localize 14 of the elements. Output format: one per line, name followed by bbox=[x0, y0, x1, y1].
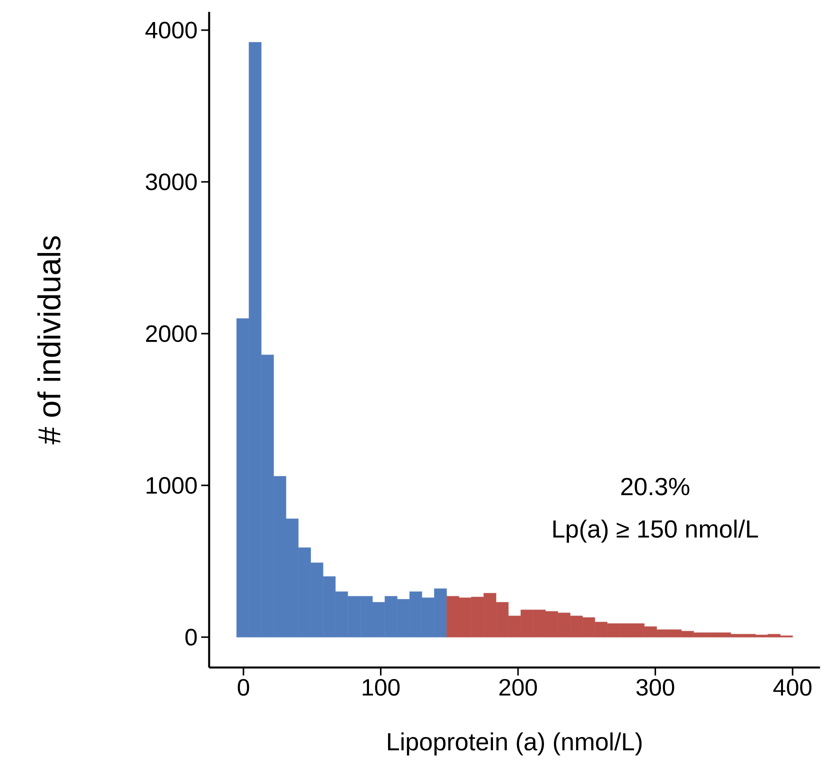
x-tick-label: 0 bbox=[238, 679, 250, 696]
annotation: 20.3% bbox=[621, 478, 690, 496]
x-tick-label: 400 bbox=[773, 679, 812, 696]
y-tick-label: 2000 bbox=[146, 325, 197, 342]
y-tick-label: 3000 bbox=[146, 174, 197, 190]
y-axis-title: # of individuals bbox=[37, 236, 61, 444]
x-tick-label: 100 bbox=[362, 679, 400, 696]
x-tick-label: 300 bbox=[636, 679, 674, 696]
annotation: Lp(a) ≥ 150 nmol/L bbox=[553, 520, 758, 543]
y-tick-label: 0 bbox=[185, 628, 197, 646]
x-tick-label: 200 bbox=[499, 679, 537, 696]
y-tick-label: 4000 bbox=[145, 22, 197, 39]
x-axis-title: Lipoprotein (a) (nmol/L) bbox=[388, 732, 642, 756]
y-tick-label: 1000 bbox=[146, 477, 197, 494]
